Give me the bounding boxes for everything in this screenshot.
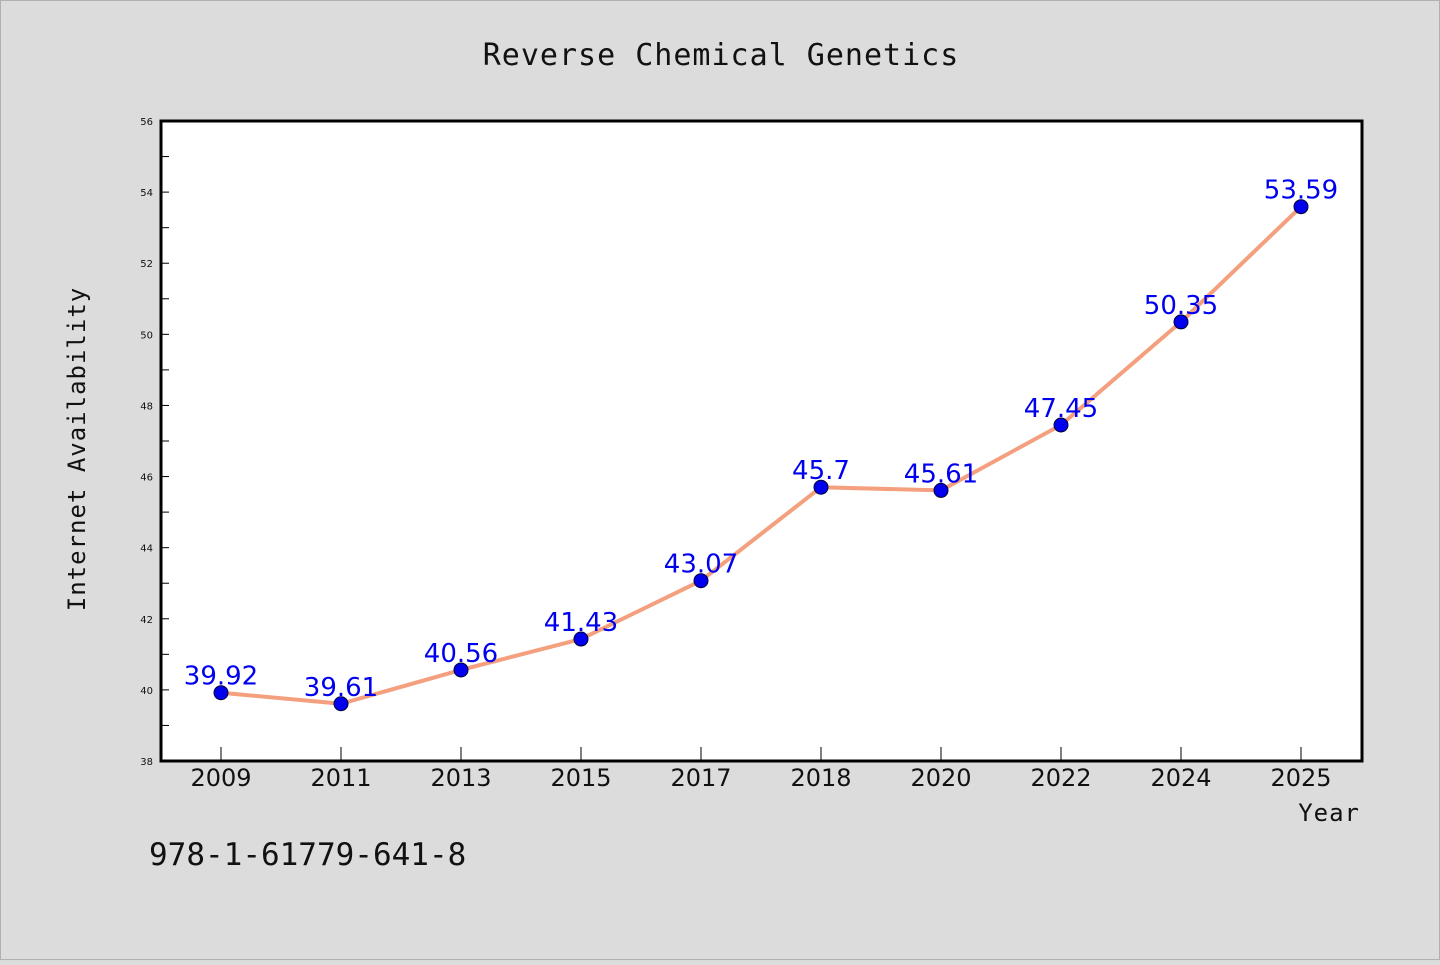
x-tick-label: 2009	[190, 764, 251, 792]
y-tick-label: 54	[140, 188, 153, 199]
x-tick-label: 2024	[1150, 764, 1211, 792]
data-point	[213, 685, 229, 701]
data-point	[1293, 199, 1309, 215]
data-point	[693, 573, 709, 589]
series-line	[219, 204, 1303, 706]
data-label: 43.07	[664, 550, 738, 580]
data-point	[573, 631, 589, 647]
y-axis-label: Internet Availability	[63, 287, 91, 611]
x-tick-label: 2015	[550, 764, 611, 792]
data-point	[813, 479, 829, 495]
x-tick-label: 2022	[1030, 764, 1091, 792]
chart-title: Reverse Chemical Genetics	[483, 38, 960, 73]
data-label: 39.61	[304, 673, 378, 703]
x-tick-label: 2017	[670, 764, 731, 792]
isbn-annotation: 978-1-61779-641-8	[149, 837, 466, 873]
y-tick-label: 52	[140, 259, 153, 270]
data-point	[453, 662, 469, 678]
x-tick-label: 2025	[1270, 764, 1331, 792]
data-point	[933, 482, 949, 498]
x-tick-label: 2020	[910, 764, 971, 792]
y-tick-label: 42	[140, 615, 153, 626]
plot-frame	[159, 119, 1364, 763]
data-label: 41.43	[544, 608, 618, 638]
y-tick-label: 48	[140, 401, 153, 412]
data-label: 53.59	[1264, 176, 1338, 206]
series-layer: 39.92 39.61 40.56 41.43 43.07 45.7 45.61 47.45 5…	[184, 176, 1338, 712]
data-label: 39.92	[184, 662, 258, 692]
y-tick-label: 40	[140, 686, 153, 697]
data-point	[1173, 314, 1189, 330]
plot-area	[161, 121, 1362, 761]
data-point	[333, 696, 349, 712]
data-label: 40.56	[424, 639, 498, 669]
x-tick-label: 2013	[430, 764, 491, 792]
y-tick-label: 50	[140, 330, 153, 341]
y-tick-label: 46	[140, 473, 153, 484]
y-tick-label: 44	[140, 544, 153, 555]
y-tick-label: 56	[140, 117, 153, 128]
x-axis-ticks: 2009 2011 2013 2015 2017 2018 2020 2022 2024 2025	[190, 747, 1332, 792]
data-label: 50.35	[1144, 291, 1218, 321]
data-label: 47.45	[1024, 394, 1098, 424]
data-label: 45.61	[904, 459, 978, 489]
x-tick-label: 2018	[790, 764, 851, 792]
y-axis-ticks: 38 40 42 44 46 48 50 52 54 56	[140, 117, 169, 768]
data-point	[1053, 417, 1069, 433]
data-label: 45.7	[792, 456, 850, 486]
x-axis-label: Year	[1298, 799, 1360, 827]
x-tick-label: 2011	[310, 764, 371, 792]
y-tick-label: 38	[140, 757, 153, 768]
